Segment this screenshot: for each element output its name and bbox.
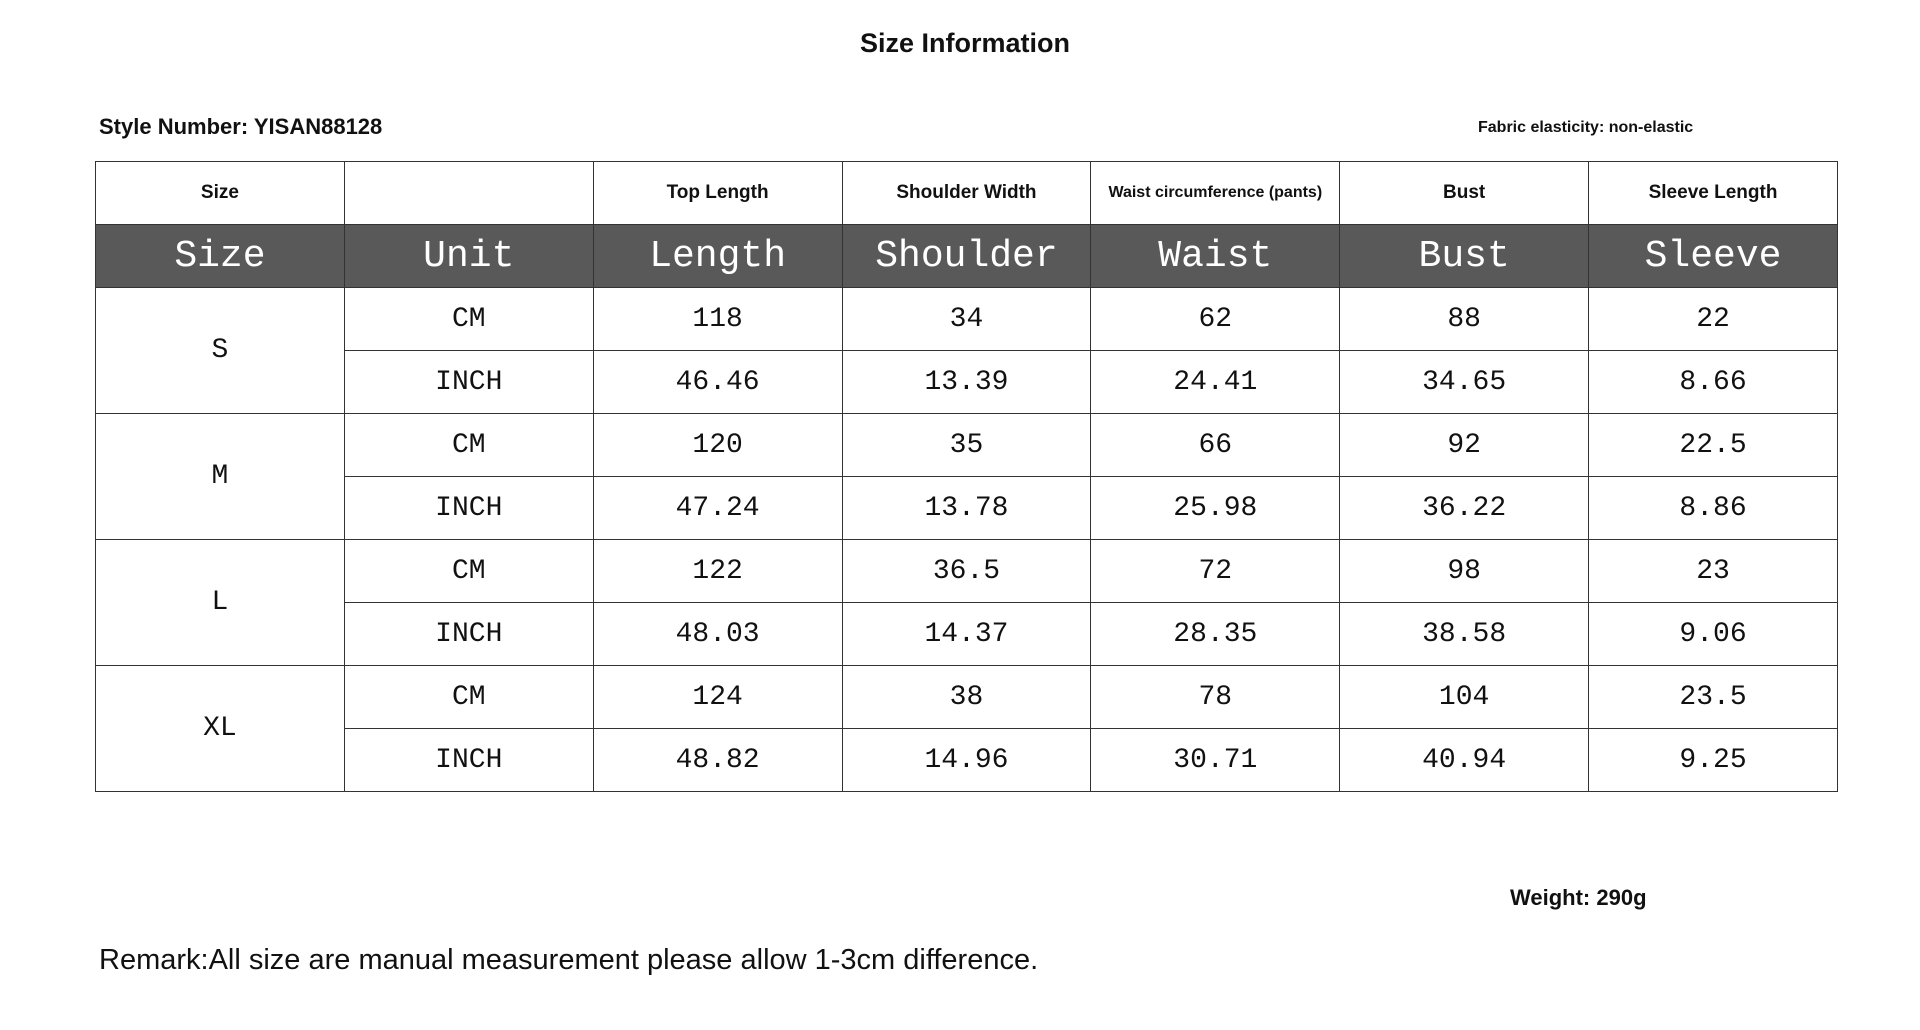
value-cell: 25.98: [1090, 476, 1341, 540]
value-cell: 30.71: [1090, 728, 1341, 792]
value-cell: 92: [1339, 413, 1590, 477]
value-cell: 14.37: [841, 602, 1092, 666]
value-cell: 38: [841, 665, 1092, 729]
header-row: Size Top Length Shoulder Width Waist circum…: [95, 161, 1838, 225]
value-cell: 62: [1090, 287, 1341, 351]
value-cell: 24.41: [1090, 350, 1341, 414]
unit-cell: CM: [343, 539, 594, 603]
value-cell: 8.86: [1588, 476, 1838, 540]
subheader-cell: Shoulder: [841, 224, 1092, 288]
value-cell: 23: [1588, 539, 1838, 603]
value-cell: 22: [1588, 287, 1838, 351]
unit-cell: INCH: [343, 728, 594, 792]
value-cell: 28.35: [1090, 602, 1341, 666]
value-cell: 23.5: [1588, 665, 1838, 729]
subheader-cell: Bust: [1339, 224, 1590, 288]
column-header: Shoulder Width: [841, 161, 1092, 225]
value-cell: 36.5: [841, 539, 1092, 603]
unit-cell: INCH: [343, 350, 594, 414]
subheader-cell: Length: [592, 224, 843, 288]
unit-cell: INCH: [343, 602, 594, 666]
column-header: Size: [95, 161, 345, 225]
style-number: Style Number: YISAN88128: [99, 114, 383, 139]
column-header: Sleeve Length: [1588, 161, 1838, 225]
value-cell: 34.65: [1339, 350, 1590, 414]
column-header: Waist circumference (pants): [1090, 161, 1341, 225]
remark: Remark:All size are manual measurement p…: [99, 944, 1039, 976]
data-row: XL CM 124 38 78 104 23.5: [95, 665, 1838, 792]
value-cell: 122: [592, 539, 843, 603]
size-cell: M: [95, 413, 345, 540]
value-cell: 40.94: [1339, 728, 1590, 792]
value-cell: 48.82: [592, 728, 843, 792]
subheader-cell: Size: [95, 224, 345, 288]
fabric-elasticity: Fabric elasticity: non-elastic: [1478, 119, 1694, 136]
value-cell: 88: [1339, 287, 1590, 351]
value-cell: 46.46: [592, 350, 843, 414]
column-header: [343, 161, 594, 225]
subheader-cell: Sleeve: [1588, 224, 1838, 288]
value-cell: 48.03: [592, 602, 843, 666]
value-cell: 22.5: [1588, 413, 1838, 477]
value-cell: 35: [841, 413, 1092, 477]
unit-cell: CM: [343, 665, 594, 729]
data-row: INCH 46.46 13.39 24.41 34.65 8.66: [96, 350, 1838, 414]
unit-cell: INCH: [343, 476, 594, 540]
value-cell: 47.24: [592, 476, 843, 540]
value-cell: 36.22: [1339, 476, 1590, 540]
data-row: L CM 122 36.5 72 98 23: [95, 539, 1838, 666]
value-cell: 118: [592, 287, 843, 351]
value-cell: 13.78: [841, 476, 1092, 540]
size-cell: L: [95, 539, 345, 666]
unit-cell: CM: [343, 287, 594, 351]
value-cell: 66: [1090, 413, 1341, 477]
value-cell: 14.96: [841, 728, 1092, 792]
value-cell: 8.66: [1588, 350, 1838, 414]
size-cell: S: [95, 287, 345, 414]
data-row: M CM 120 35 66 92 22.5: [95, 413, 1838, 540]
size-cell: XL: [95, 665, 345, 792]
value-cell: 9.25: [1588, 728, 1838, 792]
value-cell: 34: [841, 287, 1092, 351]
column-header: Bust: [1339, 161, 1590, 225]
data-row: INCH 47.24 13.78 25.98 36.22 8.86: [96, 476, 1838, 540]
title: Size Information: [859, 28, 1070, 58]
value-cell: 78: [1090, 665, 1341, 729]
subheader-cell: Waist: [1090, 224, 1341, 288]
value-cell: 38.58: [1339, 602, 1590, 666]
subheader-row: Size Unit Length Shoulder Waist Bust Sleeve: [95, 224, 1838, 288]
weight: Weight: 290g: [1510, 885, 1647, 910]
value-cell: 120: [592, 413, 843, 477]
subheader-cell: Unit: [343, 224, 594, 288]
value-cell: 124: [592, 665, 843, 729]
value-cell: 13.39: [841, 350, 1092, 414]
unit-cell: CM: [343, 413, 594, 477]
column-header: Top Length: [592, 161, 843, 225]
data-row: INCH 48.82 14.96 30.71 40.94 9.25: [96, 728, 1838, 792]
value-cell: 72: [1090, 539, 1341, 603]
value-cell: 98: [1339, 539, 1590, 603]
data-row: S CM 118 34 62 88 22: [95, 287, 1838, 414]
size-table: Size Top Length Shoulder Width Waist circum…: [95, 161, 1838, 792]
value-cell: 104: [1339, 665, 1590, 729]
value-cell: 9.06: [1588, 602, 1838, 666]
data-row: INCH 48.03 14.37 28.35 38.58 9.06: [96, 602, 1838, 666]
